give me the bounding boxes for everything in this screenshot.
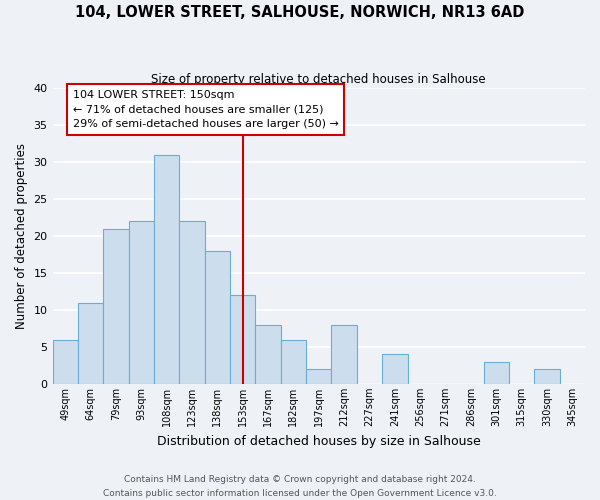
Bar	[281, 340, 306, 384]
Bar	[53, 340, 78, 384]
X-axis label: Distribution of detached houses by size in Salhouse: Distribution of detached houses by size …	[157, 434, 481, 448]
Bar	[154, 154, 179, 384]
Bar	[256, 324, 281, 384]
Bar	[382, 354, 407, 384]
Text: 104, LOWER STREET, SALHOUSE, NORWICH, NR13 6AD: 104, LOWER STREET, SALHOUSE, NORWICH, NR…	[76, 5, 524, 20]
Bar	[205, 251, 230, 384]
Bar	[128, 221, 154, 384]
Bar	[534, 369, 560, 384]
Text: Contains HM Land Registry data © Crown copyright and database right 2024.
Contai: Contains HM Land Registry data © Crown c…	[103, 476, 497, 498]
Bar	[103, 228, 128, 384]
Bar	[484, 362, 509, 384]
Bar	[306, 369, 331, 384]
Bar	[179, 221, 205, 384]
Y-axis label: Number of detached properties: Number of detached properties	[15, 143, 28, 329]
Title: Size of property relative to detached houses in Salhouse: Size of property relative to detached ho…	[151, 72, 486, 86]
Bar	[78, 302, 103, 384]
Bar	[331, 324, 357, 384]
Bar	[230, 295, 256, 384]
Text: 104 LOWER STREET: 150sqm
← 71% of detached houses are smaller (125)
29% of semi-: 104 LOWER STREET: 150sqm ← 71% of detach…	[73, 90, 339, 129]
